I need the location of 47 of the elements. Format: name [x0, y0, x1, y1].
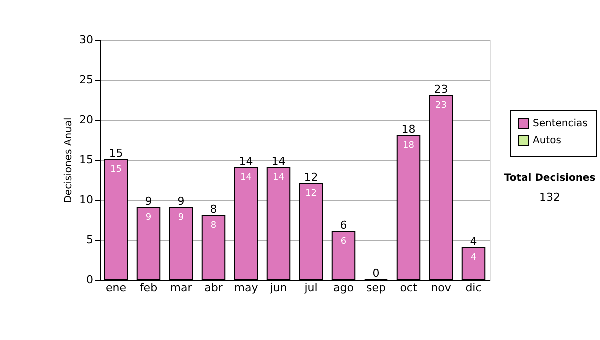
y-tick-label: 0 [86, 274, 94, 286]
data-label: 6 [340, 237, 347, 247]
total-label: 18 [402, 123, 416, 136]
x-tick-label: jun [269, 282, 288, 294]
total-label: 0 [372, 267, 380, 280]
data-label: 14 [240, 173, 252, 183]
text: Total Decisiones [504, 173, 596, 184]
total-label: 9 [145, 195, 152, 208]
total-label: 6 [340, 219, 348, 232]
x-tick-label: abr [204, 282, 224, 294]
data-label: 8 [210, 221, 217, 231]
x-tick-label: dic [466, 282, 482, 294]
total-label: 14 [239, 155, 254, 168]
x-tick-label: mar [170, 282, 193, 294]
text: 132 [540, 191, 560, 204]
total-label: 14 [272, 155, 286, 168]
total-label: 4 [470, 235, 478, 248]
y-tick-label: 5 [86, 234, 94, 246]
data-label: 23 [436, 101, 447, 111]
x-tick-label: ago [334, 282, 354, 294]
data-label: 12 [306, 189, 317, 199]
total-label: 9 [178, 195, 185, 208]
x-tick-label: oct [400, 282, 418, 294]
data-label: 9 [178, 213, 184, 223]
y-axis-title: Decisiones Anual [64, 118, 75, 204]
y-tick-label: 25 [80, 74, 94, 86]
x-tick-label: ene [106, 282, 127, 294]
y-tick-label: 15 [80, 154, 94, 166]
legend-label: Autos [533, 136, 562, 146]
y-tick-label: 10 [80, 194, 94, 206]
x-tick-label: sep [366, 282, 386, 294]
data-label: 4 [470, 253, 477, 263]
legend-label: Sentencias [533, 118, 588, 130]
total-label: 8 [210, 203, 218, 216]
y-tick-label: 20 [80, 114, 94, 126]
x-tick-label: nov [431, 282, 452, 294]
total-label: 23 [434, 83, 448, 96]
total-label: 15 [109, 147, 124, 160]
total-label: 12 [304, 171, 318, 184]
data-label: 9 [146, 213, 152, 223]
data-label: 14 [273, 173, 285, 183]
y-tick-label: 30 [80, 34, 94, 46]
data-label: 15 [110, 165, 122, 175]
x-tick-label: jul [304, 282, 318, 294]
x-tick-label: may [234, 282, 259, 294]
data-label: 18 [403, 141, 415, 151]
x-tick-label: feb [140, 282, 158, 294]
